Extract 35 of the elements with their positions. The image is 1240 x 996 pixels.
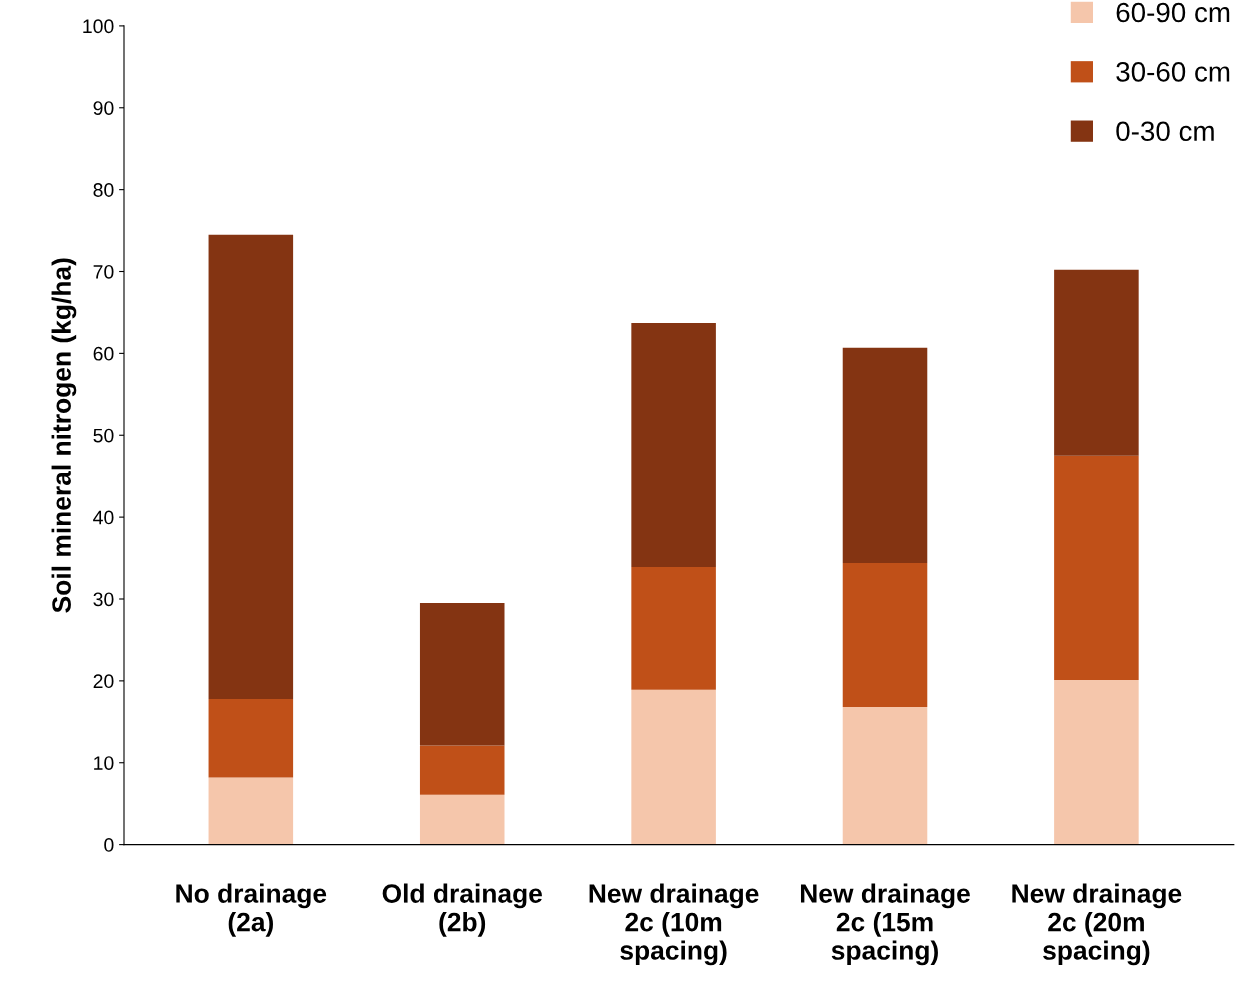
bar xyxy=(1054,455,1139,681)
bar xyxy=(419,794,505,845)
y-tick-label: 100 xyxy=(83,19,114,34)
bar xyxy=(419,745,505,795)
y-tick-label: 70 xyxy=(93,264,114,279)
y-axis-title: Soil mineral nitrogen (kg/ha) xyxy=(51,258,77,613)
bar xyxy=(631,689,716,845)
y-tick-label: 30 xyxy=(93,592,114,607)
bar xyxy=(1054,269,1139,456)
y-tick-label: 40 xyxy=(93,510,114,525)
bar xyxy=(842,707,928,845)
y-tick-label: 80 xyxy=(93,183,114,197)
bar xyxy=(208,698,294,778)
x-tick-label: New drainage 2c (15m spacing) xyxy=(800,883,970,966)
legend-label: 60-90 cm xyxy=(1116,2,1230,23)
bar xyxy=(842,347,928,563)
y-tick-label: 90 xyxy=(93,101,114,115)
y-tick-label: 20 xyxy=(93,674,114,689)
y-tick-label: 60 xyxy=(93,346,114,361)
y-tick-label: 0 xyxy=(104,838,114,852)
legend-label: 0-30 cm xyxy=(1116,121,1214,142)
x-tick-label: New drainage 2c (20m spacing) xyxy=(1012,883,1182,966)
bar xyxy=(842,562,928,708)
bar xyxy=(631,567,716,690)
x-tick-label: New drainage 2c (10m spacing) xyxy=(589,883,759,966)
bar xyxy=(631,323,716,568)
bar xyxy=(208,234,294,699)
x-tick-label: No drainage (2a) xyxy=(176,883,327,937)
y-tick-label: 10 xyxy=(94,756,114,770)
bar xyxy=(208,777,294,845)
bar xyxy=(1054,680,1139,845)
legend-label: 30-60 cm xyxy=(1116,62,1230,82)
bar xyxy=(419,603,505,746)
x-tick-label: Old drainage (2b) xyxy=(382,883,542,937)
y-tick-label: 50 xyxy=(93,428,114,443)
